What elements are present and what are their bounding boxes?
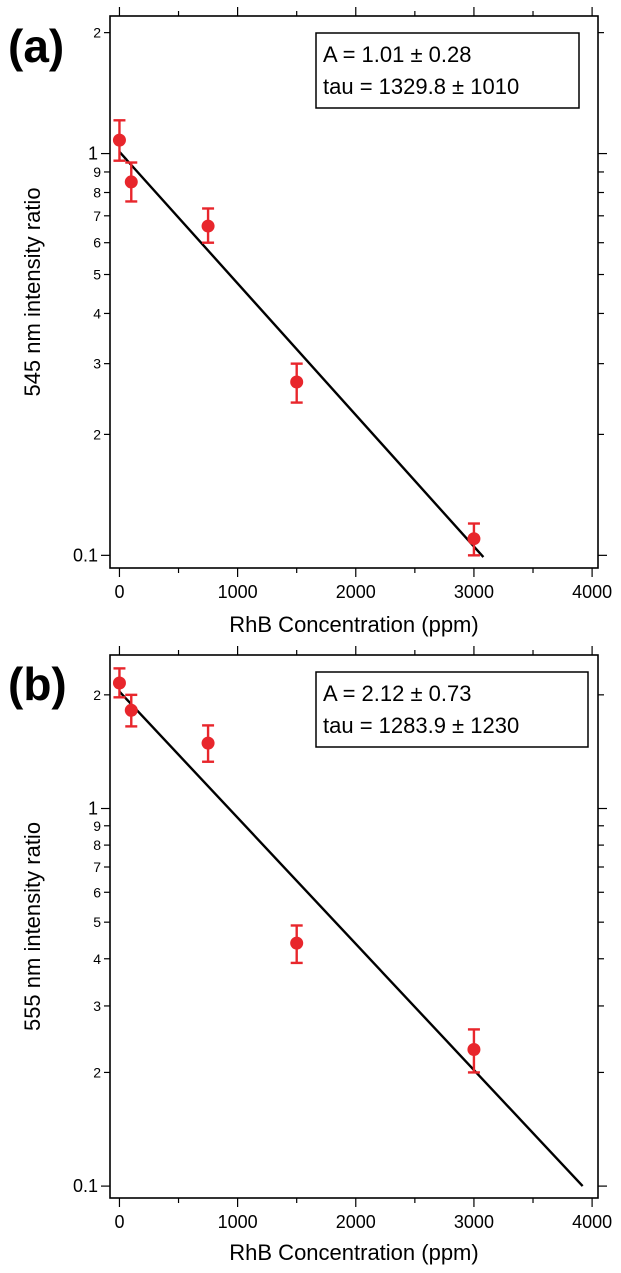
- y-tick-label: 4: [93, 305, 101, 321]
- data-point-group: [467, 522, 481, 557]
- fit-line: [118, 151, 485, 558]
- y-tick-label: 9: [93, 818, 101, 834]
- data-point: [124, 175, 138, 189]
- x-axis-label: RhB Concentration (ppm): [229, 612, 478, 637]
- data-point-group: [201, 724, 215, 763]
- y-tick-label: 1: [88, 144, 98, 164]
- data-point: [124, 703, 138, 717]
- y-tick-label: 0.1: [73, 545, 98, 565]
- y-tick-label: 2: [93, 687, 101, 703]
- chart-panel-b: 0 1000 2000 3000 4000 0.1 2 3 4 5 6 7 8 91 2 RhB Concen…: [8, 646, 612, 1265]
- x-tick-label: 0: [114, 1212, 124, 1232]
- x-tick-label: 2000: [336, 582, 376, 602]
- data-point: [290, 936, 304, 950]
- y-tick-label: 6: [93, 884, 101, 900]
- data-point-group: [290, 924, 304, 965]
- data-point: [201, 736, 215, 750]
- y-tick-label: 7: [93, 208, 101, 224]
- x-tick-label: 4000: [572, 1212, 612, 1232]
- data-point-group: [112, 667, 126, 699]
- data-point-group: [290, 362, 304, 404]
- y-tick-label: 2: [93, 1064, 101, 1080]
- x-axis-label: RhB Concentration (ppm): [229, 1240, 478, 1265]
- x-tick-label: 3000: [454, 582, 494, 602]
- y-tick-label: 4: [93, 951, 101, 967]
- data-point-group: [124, 161, 138, 203]
- y-tick-label: 9: [93, 164, 101, 180]
- x-tick-label: 1000: [218, 582, 258, 602]
- data-point-group: [467, 1028, 481, 1074]
- legend-box: [315, 671, 589, 748]
- y-tick-label: 5: [93, 914, 101, 930]
- y-axis-label: 545 nm intensity ratio: [20, 187, 45, 396]
- legend-box: [315, 32, 580, 109]
- x-tick-label: 4000: [572, 582, 612, 602]
- data-point: [112, 676, 126, 690]
- data-point: [201, 219, 215, 233]
- data-point-group: [201, 207, 215, 244]
- data-point-group: [112, 119, 126, 162]
- y-tick-label: 6: [93, 235, 101, 251]
- fit-line: [118, 690, 584, 1187]
- y-tick-label: 0.1: [73, 1176, 98, 1196]
- legend-line: A = 1.01 ± 0.28: [323, 42, 471, 67]
- y-tick-label: 2: [93, 25, 101, 41]
- chart-panel-a: 0 1000 2000 3000 4000 0.1 2 3 4 5 6 7 8 91 2 RhB Concen…: [8, 7, 612, 637]
- x-tick-label: 1000: [218, 1212, 258, 1232]
- legend-line: A = 2.12 ± 0.73: [323, 681, 471, 706]
- y-tick-label: 1: [88, 799, 98, 819]
- data-point: [290, 375, 304, 389]
- plot-frame: [109, 15, 599, 569]
- y-tick-label: 3: [93, 998, 101, 1014]
- panel-label: (a): [8, 20, 64, 72]
- data-point: [112, 133, 126, 147]
- panel-label: (b): [8, 658, 67, 710]
- legend-line: tau = 1283.9 ± 1230: [323, 713, 519, 738]
- y-tick-label: 5: [93, 267, 101, 283]
- y-tick-label: 2: [93, 426, 101, 442]
- x-tick-label: 3000: [454, 1212, 494, 1232]
- x-tick-label: 2000: [336, 1212, 376, 1232]
- y-tick-label: 7: [93, 859, 101, 875]
- plot-frame: [109, 654, 599, 1199]
- y-tick-label: 8: [93, 837, 101, 853]
- legend-line: tau = 1329.8 ± 1010: [323, 74, 519, 99]
- data-point-group: [124, 693, 138, 728]
- y-tick-label: 3: [93, 356, 101, 372]
- data-point: [467, 1043, 481, 1057]
- y-axis-label: 555 nm intensity ratio: [20, 822, 45, 1031]
- x-tick-label: 0: [114, 582, 124, 602]
- data-point: [467, 532, 481, 546]
- y-tick-label: 8: [93, 185, 101, 201]
